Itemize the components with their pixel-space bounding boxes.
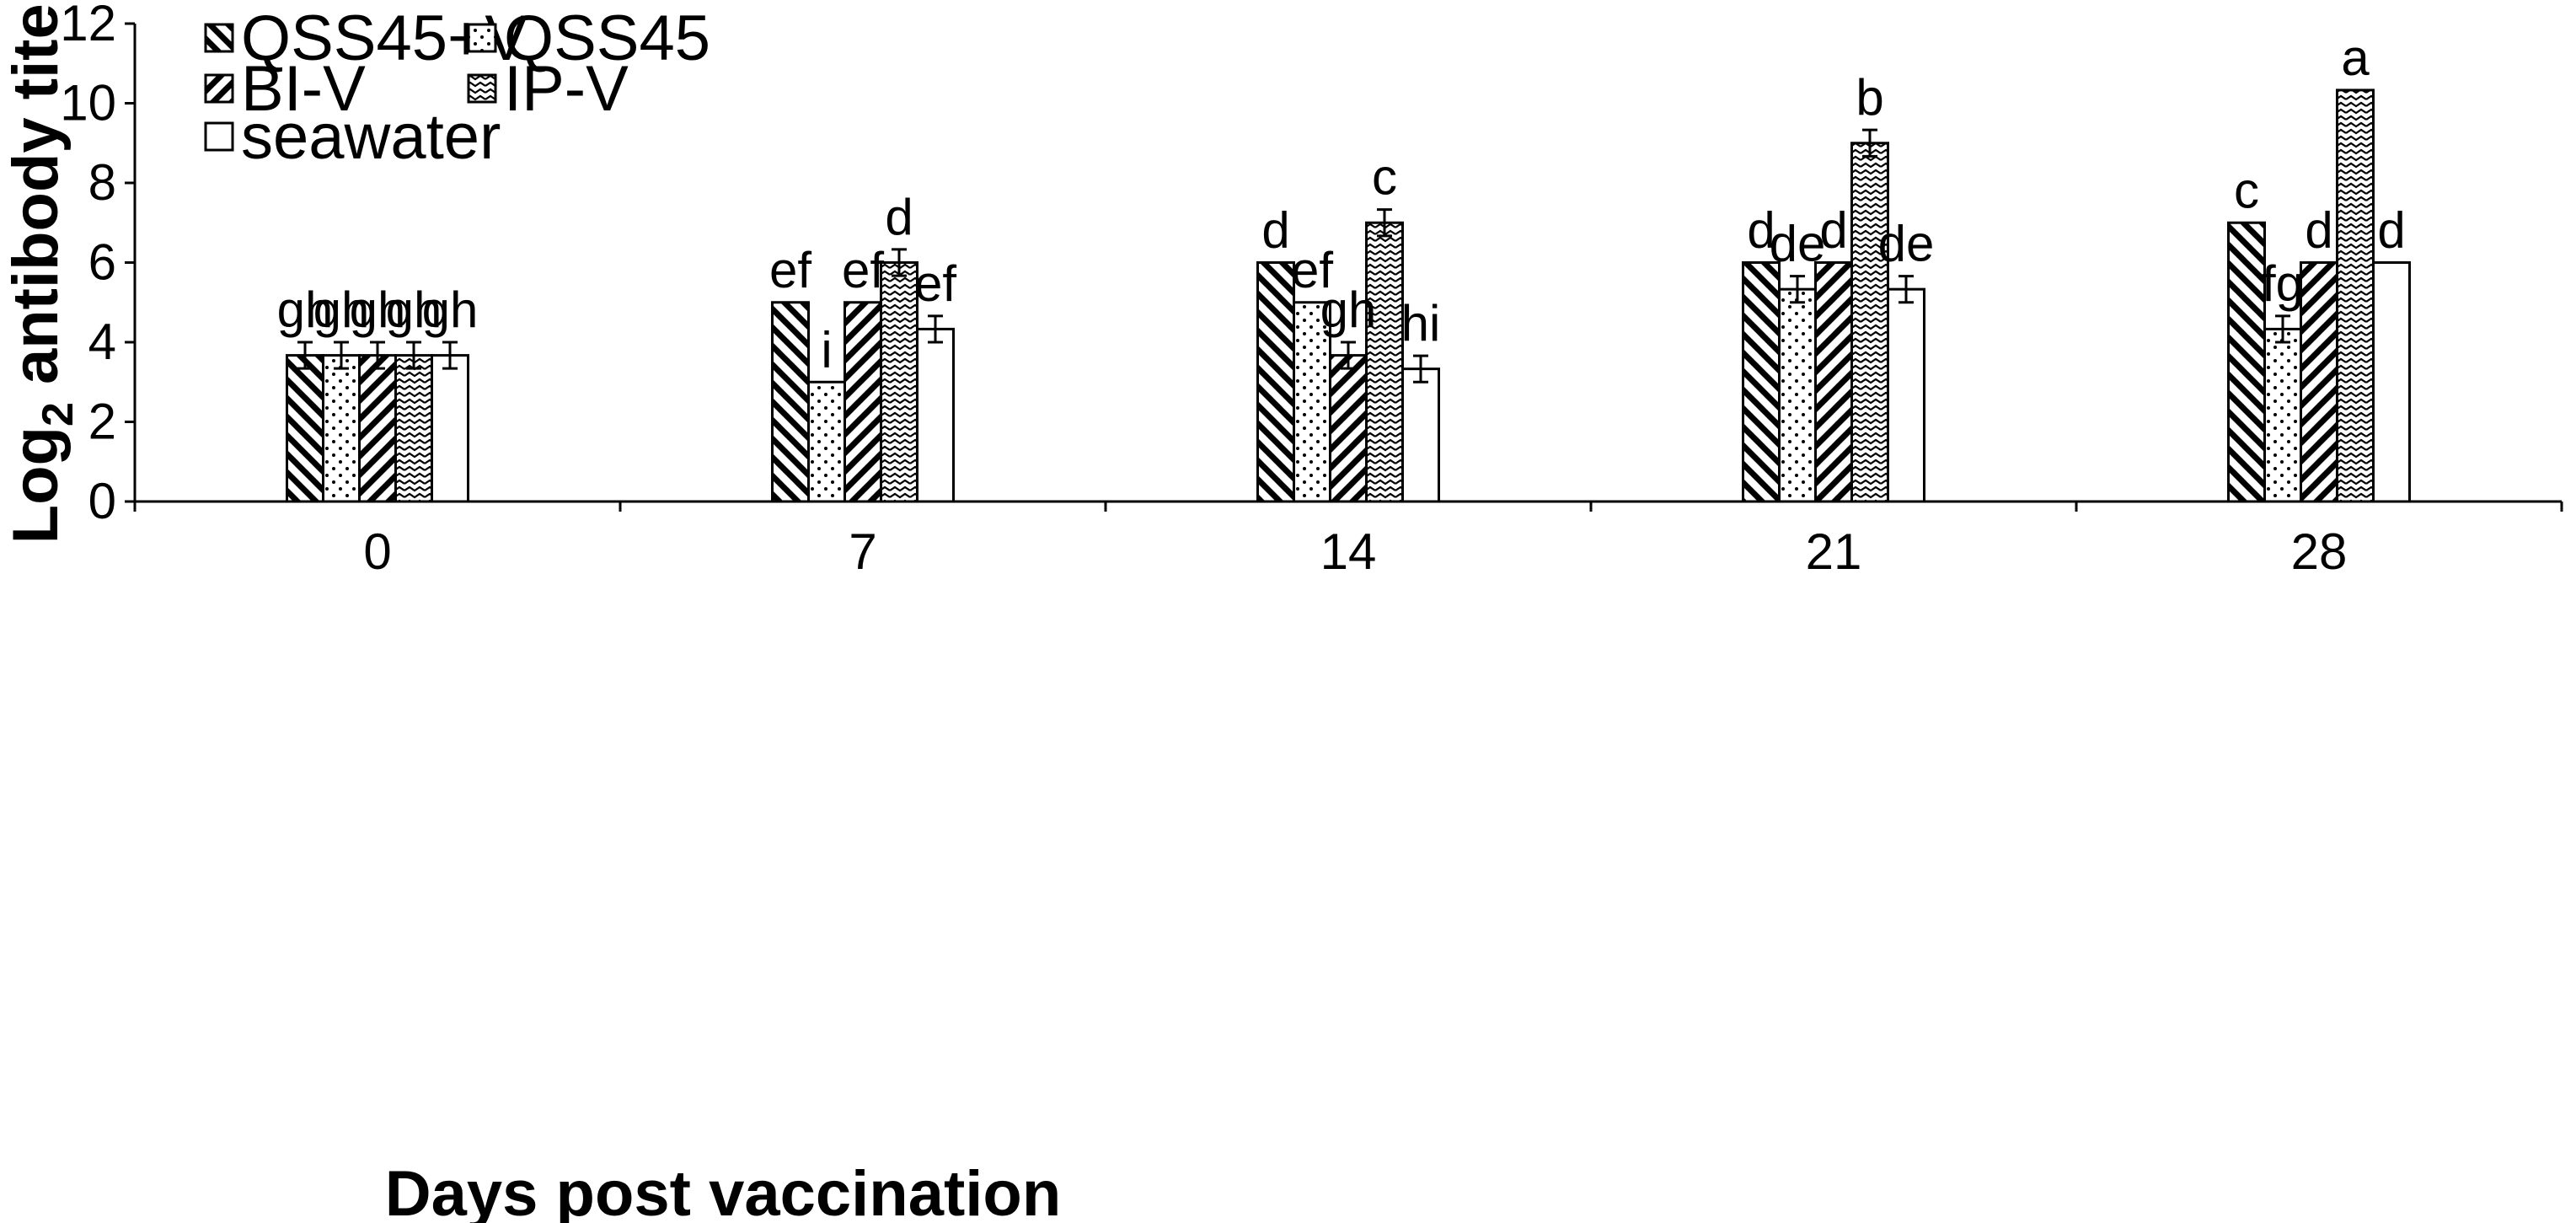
significance-label: ef <box>914 255 956 312</box>
legend-swatch <box>204 23 234 53</box>
bar <box>286 354 324 503</box>
legend-swatch <box>204 121 234 152</box>
x-tick-label: 14 <box>1320 523 1377 580</box>
legend-swatch <box>204 73 234 104</box>
significance-label: de <box>1770 216 1826 272</box>
significance-label: gh <box>350 282 406 338</box>
significance-label: c <box>1372 149 1397 206</box>
bar <box>1850 142 1889 503</box>
bar <box>1365 221 1404 503</box>
x-tick-label: 0 <box>363 523 391 580</box>
y-tick-label: 0 <box>88 473 116 529</box>
y-tick-label: 10 <box>60 75 116 131</box>
legend-label: BI-V <box>241 53 366 125</box>
x-tick-label: 28 <box>2291 523 2348 580</box>
significance-label: ef <box>1291 242 1333 298</box>
legend-label: QSS45 <box>504 3 710 74</box>
significance-label: gh <box>277 282 334 338</box>
significance-label: hi <box>1401 295 1441 351</box>
bar <box>1742 261 1781 503</box>
significance-label: d <box>885 189 913 245</box>
significance-label: de <box>1878 216 1935 272</box>
bar <box>880 261 918 503</box>
bar <box>1778 287 1817 503</box>
significance-label: d <box>2377 202 2405 259</box>
significance-label: gh <box>1320 282 1377 338</box>
bar <box>2263 327 2302 503</box>
y-axis-title-rest: antibody titer <box>0 0 72 402</box>
significance-label: d <box>1261 202 1289 259</box>
y-tick-label: 12 <box>60 0 116 51</box>
bar <box>1401 367 1440 503</box>
y-axis-title-main: Log <box>0 426 72 544</box>
significance-label: b <box>1856 69 1883 126</box>
bar <box>2227 221 2266 503</box>
significance-label: ef <box>842 242 884 298</box>
bar <box>2336 89 2375 503</box>
significance-label: fg <box>2262 255 2304 312</box>
y-tick-label: 8 <box>88 154 116 211</box>
bar <box>322 354 361 503</box>
y-tick-label: 4 <box>88 314 116 370</box>
bar <box>431 354 469 503</box>
bar <box>394 354 433 503</box>
significance-label: gh <box>313 282 370 338</box>
bar <box>1256 261 1295 503</box>
y-tick-label: 2 <box>88 394 116 450</box>
significance-label: gh <box>386 282 442 338</box>
x-tick-label: 7 <box>849 523 876 580</box>
bar <box>2300 261 2338 503</box>
bar <box>916 327 955 503</box>
significance-label: a <box>2341 30 2370 86</box>
x-tick-label: 21 <box>1806 523 1862 580</box>
bar <box>1814 261 1853 503</box>
significance-label: c <box>2234 162 2259 218</box>
y-tick-label: 6 <box>88 234 116 291</box>
x-axis-title: Days post vaccination <box>385 1158 1062 1223</box>
legend-label: IP-V <box>504 53 629 125</box>
bar <box>2372 261 2411 503</box>
y-axis-title: Log2 antibody titer <box>0 0 83 544</box>
bars <box>286 89 2411 503</box>
bar <box>807 380 846 503</box>
bar <box>1887 287 1925 503</box>
bar <box>771 301 810 503</box>
significance-label: i <box>821 321 832 378</box>
significance-label: gh <box>422 282 479 338</box>
bar <box>843 301 882 503</box>
significance-label: d <box>1747 202 1775 259</box>
bar <box>1329 354 1368 503</box>
significance-label: ef <box>769 242 811 298</box>
bar <box>358 354 397 503</box>
significance-label: d <box>2305 202 2332 259</box>
legend-swatch <box>467 73 497 104</box>
legend-label: seawater <box>241 101 501 173</box>
significance-label: d <box>1819 202 1847 259</box>
legend-swatch <box>467 23 497 53</box>
y-axis-title-subscript: 2 <box>34 402 83 426</box>
